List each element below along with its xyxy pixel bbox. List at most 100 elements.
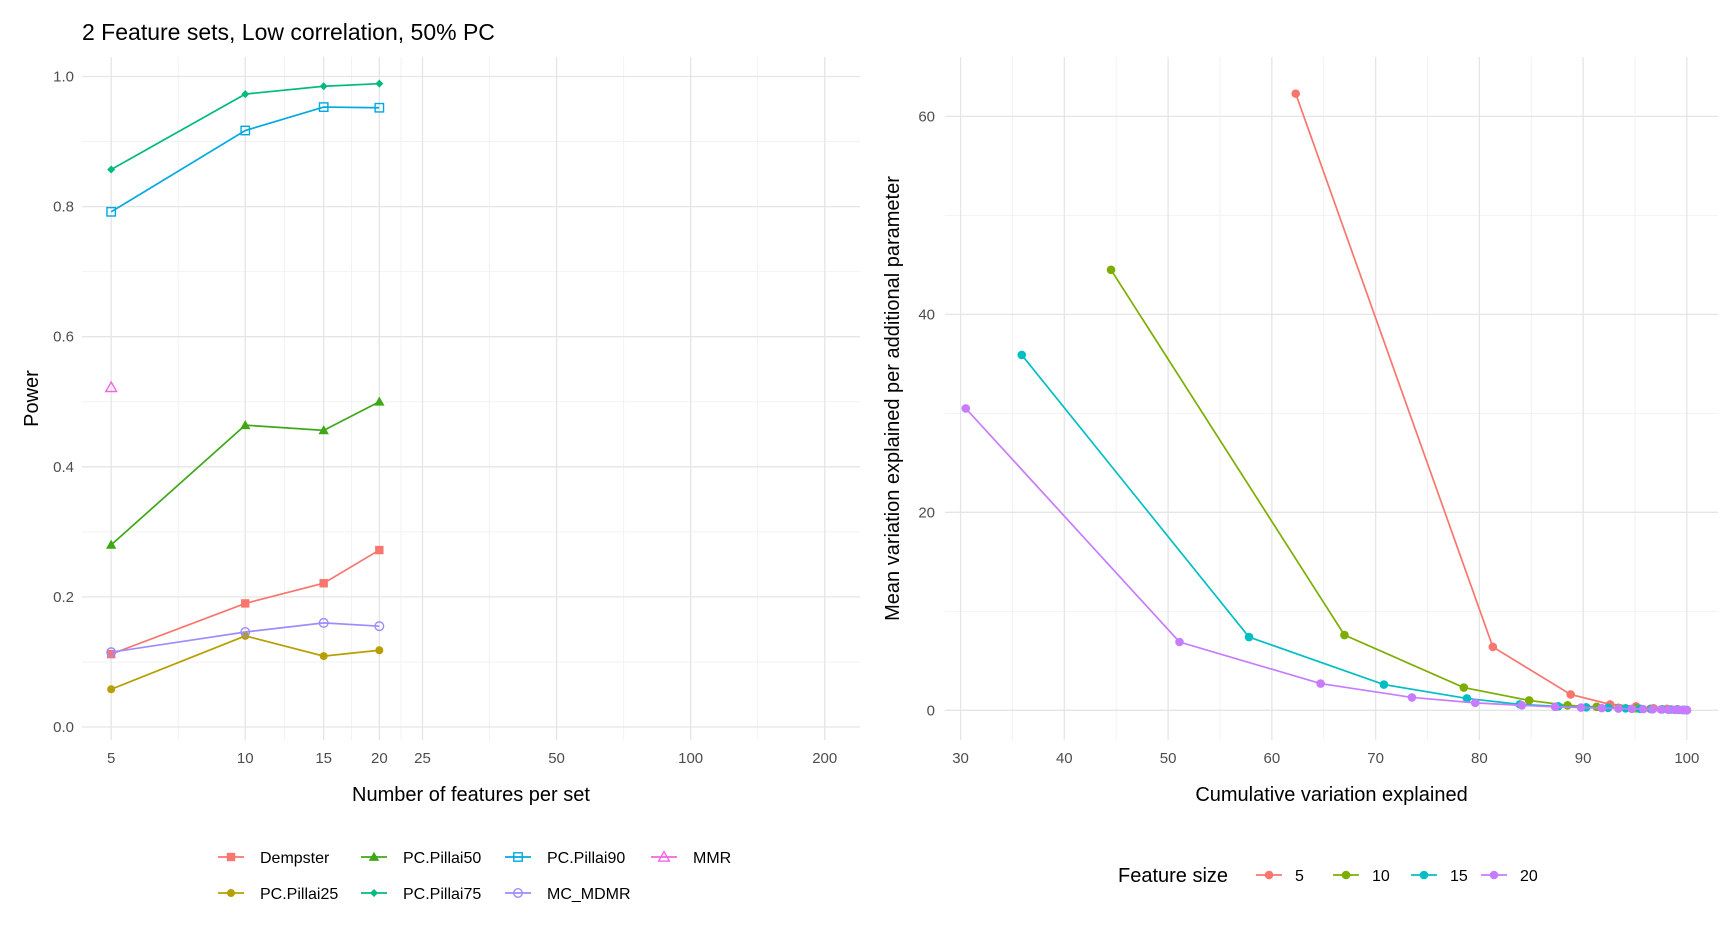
left-y-tick-label: 0.4: [53, 459, 74, 476]
point-dempster: [319, 579, 328, 588]
point-feature-size-20: [1470, 698, 1480, 708]
point-pc-pillai50: [318, 425, 329, 435]
legend-item-feature-size-20: 20: [1481, 868, 1538, 885]
point-mc-mdmr: [374, 621, 385, 632]
right-y-tick-label: 60: [918, 108, 935, 125]
point-pc-pillai50: [240, 419, 251, 430]
legend-key-marker: [1489, 870, 1499, 880]
series-line-dempster: [110, 549, 380, 655]
point-dempster: [241, 599, 250, 608]
legend-label: PC.Pillai25: [260, 886, 338, 903]
left-x-tick-label: 10: [237, 750, 254, 767]
left-x-tick-label: 25: [414, 750, 431, 767]
right-x-tick-label: 100: [1674, 750, 1699, 767]
right-x-tick-label: 70: [1367, 750, 1384, 767]
legend-item-mmr: MMR: [651, 850, 731, 867]
legend-key-marker: [370, 889, 378, 897]
point-feature-size-10: [1459, 683, 1469, 692]
point-pc-pillai25: [107, 685, 116, 694]
point-pc-pillai90: [240, 125, 251, 136]
series-line-mc-mdmr: [111, 622, 380, 654]
point-pc-pillai90: [374, 102, 385, 113]
series-feature-size-20: [961, 404, 1692, 715]
left-y-axis-title: Power: [21, 370, 43, 427]
right-x-tick-label: 50: [1160, 750, 1177, 767]
point-feature-size-20: [1638, 704, 1648, 714]
point-feature-size-10: [1340, 630, 1349, 640]
point-feature-size-15: [1244, 632, 1254, 642]
point-feature-size-20: [1627, 704, 1637, 714]
point-pc-pillai90: [318, 102, 329, 112]
point-pc-pillai75: [241, 90, 250, 99]
series-line-feature-size-10: [1110, 269, 1687, 711]
right-y-tick-label: 40: [918, 306, 935, 323]
series-pc-pillai75: [107, 79, 384, 174]
left-x-tick-label: 20: [371, 750, 388, 767]
legend-item-dempster: Dempster: [218, 850, 330, 867]
legend-label: MMR: [693, 850, 731, 867]
left-x-tick-label: 50: [548, 750, 565, 767]
right-x-axis-title: Cumulative variation explained: [1195, 784, 1467, 806]
point-feature-size-20: [1597, 703, 1607, 713]
series-pc-pillai50: [105, 396, 385, 549]
legend-item-pc-pillai90: PC.Pillai90: [505, 850, 625, 867]
point-feature-size-20: [1550, 702, 1560, 712]
point-feature-size-5: [1488, 642, 1498, 652]
series-feature-size-15: [1017, 350, 1692, 715]
point-feature-size-20: [1614, 704, 1623, 713]
series-line-pc-pillai50: [110, 400, 380, 546]
right-x-tick-label: 40: [1056, 750, 1073, 767]
series-line-pc-pillai90: [110, 106, 380, 213]
series-dempster: [106, 545, 384, 659]
legend-key-marker: [513, 852, 523, 862]
series-pc-pillai25: [107, 631, 384, 694]
legend-label: 20: [1520, 868, 1538, 885]
left-x-tick-label: 100: [678, 750, 703, 767]
legend-item-feature-size-5: 5: [1256, 868, 1304, 885]
point-feature-size-20: [1576, 703, 1586, 712]
right-y-tick-label: 0: [927, 702, 935, 719]
legend-key-marker: [368, 851, 380, 861]
point-feature-size-5: [1566, 690, 1575, 699]
point-pc-pillai25: [319, 652, 328, 661]
legend-label: Dempster: [260, 850, 330, 867]
legend-label: 5: [1295, 868, 1304, 885]
point-mmr: [104, 380, 118, 393]
point-feature-size-20: [1517, 701, 1527, 710]
legend-item-pc-pillai25: PC.Pillai25: [218, 886, 338, 903]
left-x-tick-label: 200: [812, 750, 837, 767]
point-feature-size-10: [1524, 696, 1534, 705]
right-y-tick-label: 20: [918, 504, 935, 521]
left-y-tick-label: 0.0: [53, 719, 74, 736]
point-feature-size-5: [1291, 89, 1301, 98]
series-feature-size-5: [1291, 89, 1692, 715]
page-title: 2 Feature sets, Low correlation, 50% PC: [82, 19, 495, 45]
point-pc-pillai50: [374, 396, 385, 406]
left-y-tick-label: 0.2: [53, 589, 74, 606]
legend-key-marker: [226, 852, 236, 862]
legend-key-marker: [1341, 870, 1351, 880]
right-x-tick-label: 80: [1471, 750, 1488, 767]
series-line-feature-size-5: [1294, 93, 1687, 711]
legend-label: PC.Pillai75: [403, 886, 481, 903]
legend-key-marker: [227, 889, 235, 897]
point-dempster: [106, 649, 116, 659]
right-y-axis-title: Mean variation explained per additional …: [882, 176, 904, 621]
legend-label: MC_MDMR: [547, 886, 631, 903]
left-plot-panel: 5 10 15 20 25 50 100 200 0.0 0.2 0.4 0.6 0.8 1.0 Numbe…: [21, 57, 860, 806]
series-pc-pillai90: [106, 102, 385, 217]
right-x-tick-label: 90: [1575, 750, 1592, 767]
point-feature-size-20: [1175, 637, 1184, 647]
legend-item-pc-pillai75: PC.Pillai75: [361, 886, 481, 903]
point-feature-size-20: [1682, 705, 1692, 715]
point-feature-size-10: [1563, 701, 1572, 710]
series-line-pc-pillai25: [110, 635, 380, 691]
left-x-tick-label: 15: [315, 750, 332, 767]
point-feature-size-20: [1407, 693, 1417, 702]
legend-item-feature-size-10: 10: [1333, 868, 1390, 885]
point-feature-size-20: [1663, 705, 1673, 715]
point-feature-size-15: [1462, 694, 1472, 703]
left-x-axis-title: Number of features per set: [352, 784, 590, 806]
left-legend: Dempster PC.Pillai25 PC.Pillai50 PC.Pillai7…: [218, 850, 731, 903]
